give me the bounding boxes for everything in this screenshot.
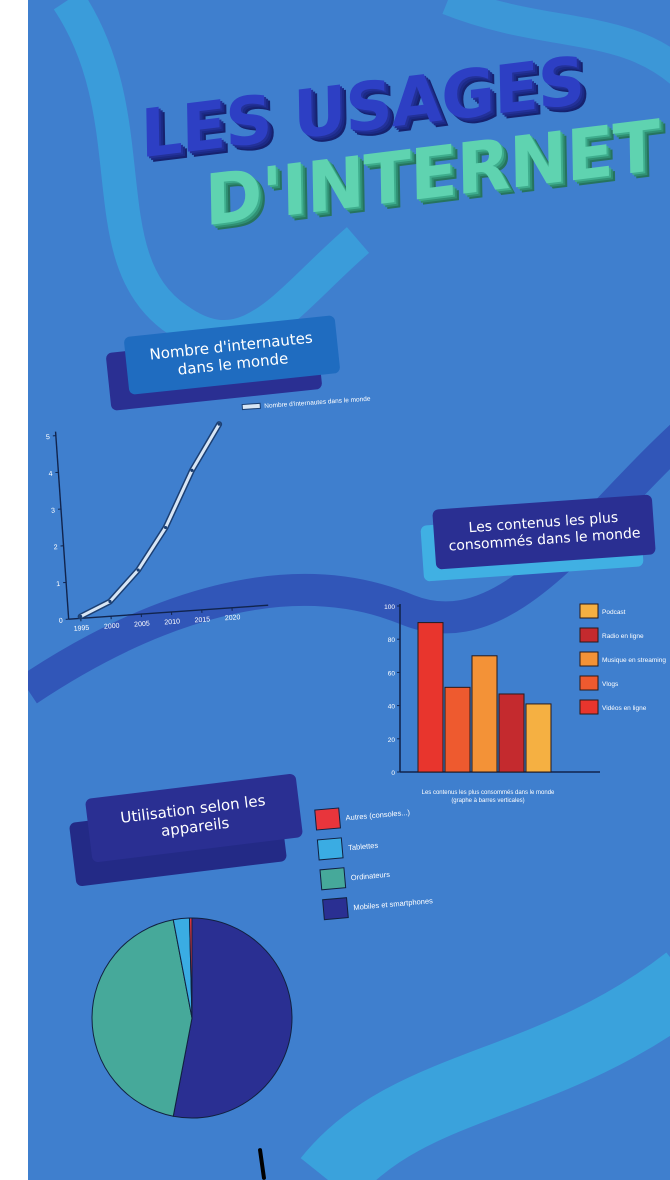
pie-chart: Autres (consoles...) Tablettes Ordinateurs… [91,807,433,1119]
wave-top-right [442,0,670,84]
legend-swatch [319,867,347,891]
series-point [190,468,194,472]
y-tick-label: 2 [54,544,58,551]
pie-legend: Autres (consoles...) Tablettes Ordinateurs… [314,807,433,921]
y-tick-label: 0 [59,618,63,625]
bar [444,686,471,773]
series-point [217,422,221,426]
x-tick-label: 2000 [104,623,120,631]
legend-swatch [579,699,599,715]
y-tick-label: 3 [51,507,55,514]
y-tick-label: 80 [388,637,396,644]
wave-top-left [53,0,370,355]
bar-chart: 0 20 40 60 80 100 Les contenus les plus consom… [384,603,666,804]
infographic-poster: LES USAGES D'INTERNET Nombre d'internaut… [28,0,670,1180]
legend-label: Vidéos en ligne [602,705,647,712]
bar [417,622,444,773]
x-tick-label: 2015 [194,616,210,624]
y-tick-label: 40 [388,704,396,711]
legend-label: Vlogs [602,681,619,688]
legend-swatch [241,402,261,411]
y-tick-label: 20 [388,737,396,744]
bar-chart-plot: 0 20 40 60 80 100 Les contenus les plus consom… [384,603,666,804]
bar-caption-line2: (graphe à barres verticales) [451,798,524,804]
series-point [136,568,140,572]
x-axis [68,604,269,620]
legend-label: Podcast [602,609,626,616]
wave-bottom [300,952,670,1180]
y-tick-label: 4 [48,471,52,478]
y-axis [54,431,70,620]
legend-swatch [579,627,599,643]
legend-label: Musique en streaming [602,657,666,664]
bar [471,655,498,773]
pie-slice [172,917,293,1119]
pie-slice [188,917,193,1019]
legend-swatch [316,837,344,861]
legend-swatch [314,807,341,831]
x-tick-label: 2020 [225,614,241,622]
bar [498,693,525,773]
y-tick-label: 0 [391,770,395,777]
x-tick-label: 2005 [134,621,150,629]
legend-swatch [579,651,599,667]
series-point [108,599,112,604]
legend-label: Radio en ligne [602,633,644,640]
legend-swatch [322,897,349,921]
legend-label: Mobiles et smartphones [353,896,433,912]
y-tick-label: 1 [56,581,60,588]
x-tick-label: 1995 [73,625,89,633]
y-tick-label: 5 [46,434,50,441]
legend-swatch [579,603,599,619]
series-line [79,422,221,618]
pie-slice [91,919,193,1117]
legend-label: Autres (consoles...) [345,808,411,823]
y-tick-label: 100 [384,604,395,611]
legend-label: Ordinateurs [350,870,390,882]
legend-label: Tablettes [348,841,379,853]
series-point [79,614,83,619]
series-point [163,525,168,530]
pie-chart-plot: Autres (consoles...) Tablettes Ordinateurs… [91,807,433,1119]
legend-swatch [579,675,599,691]
y-tick-label: 60 [388,670,396,677]
x-tick-label: 2010 [164,618,180,626]
bar-caption-line1: Les contenus les plus consommés dans le … [422,790,555,796]
bar [525,703,552,773]
